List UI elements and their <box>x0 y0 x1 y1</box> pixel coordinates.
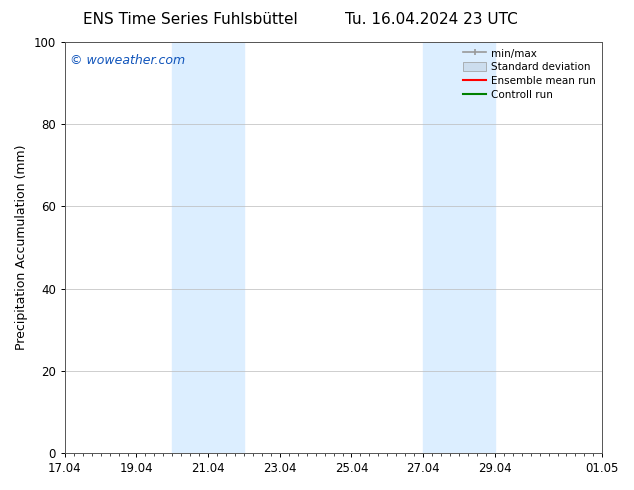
Text: ENS Time Series Fuhlsbüttel: ENS Time Series Fuhlsbüttel <box>83 12 297 27</box>
Text: © woweather.com: © woweather.com <box>70 54 185 68</box>
Bar <box>172 42 244 453</box>
Legend: min/max, Standard deviation, Ensemble mean run, Controll run: min/max, Standard deviation, Ensemble me… <box>459 44 600 104</box>
Y-axis label: Precipitation Accumulation (mm): Precipitation Accumulation (mm) <box>15 145 28 350</box>
Bar <box>423 42 495 453</box>
Text: Tu. 16.04.2024 23 UTC: Tu. 16.04.2024 23 UTC <box>345 12 517 27</box>
